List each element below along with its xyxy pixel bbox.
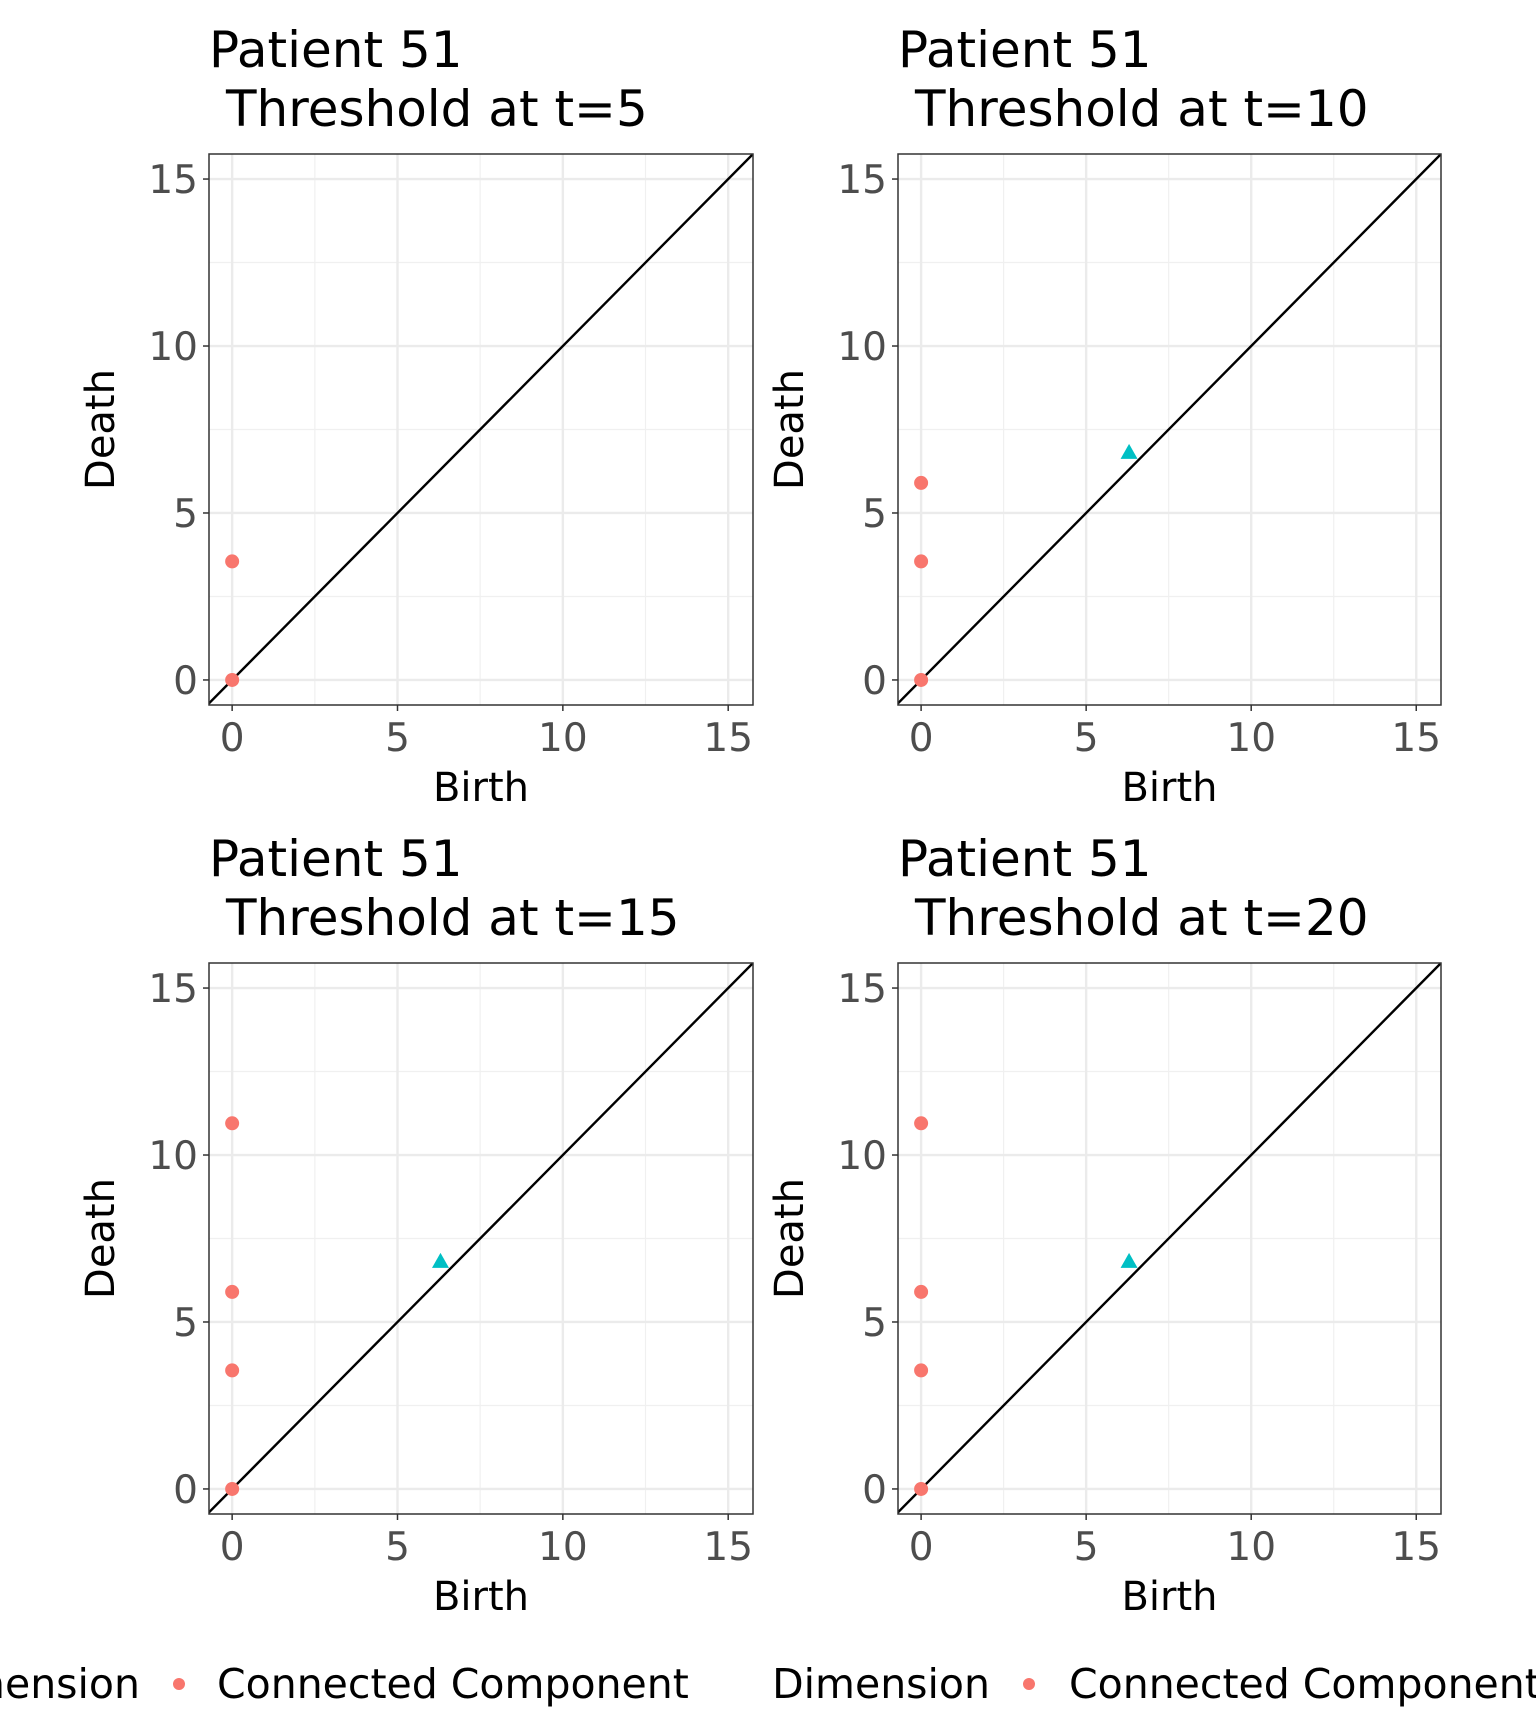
panel-border bbox=[897, 962, 1442, 1515]
x-tick-label: 0 bbox=[909, 716, 934, 761]
y-tick-label: 0 bbox=[862, 1468, 887, 1513]
chart-subtitle: Threshold at t=15 bbox=[225, 889, 680, 947]
y-tick-label: 15 bbox=[148, 967, 198, 1012]
x-tick-label: 10 bbox=[538, 1525, 588, 1570]
y-tick-label: 5 bbox=[862, 1301, 887, 1346]
point bbox=[1120, 443, 1138, 459]
point bbox=[1120, 1252, 1138, 1268]
x-axis-label: Birth bbox=[433, 765, 529, 811]
x-tick-label: 15 bbox=[1391, 716, 1441, 761]
y-tick-label: 0 bbox=[862, 659, 887, 704]
y-tick-label: 10 bbox=[148, 325, 198, 370]
legend-swatch bbox=[1023, 1678, 1035, 1690]
y-tick-label: 15 bbox=[148, 158, 198, 203]
y-tick-label: 10 bbox=[837, 1134, 887, 1179]
y-axis-label: Death bbox=[78, 1178, 124, 1299]
point bbox=[914, 1363, 929, 1378]
y-tick-label: 0 bbox=[173, 659, 198, 704]
y-tick-label: 5 bbox=[862, 492, 887, 537]
y-axis-label: Death bbox=[767, 369, 813, 490]
chart-title: Patient 51 bbox=[209, 830, 463, 888]
x-tick-label: 0 bbox=[220, 1525, 245, 1570]
x-tick-label: 10 bbox=[538, 716, 588, 761]
point bbox=[914, 1284, 929, 1299]
panel-border bbox=[897, 153, 1442, 706]
y-tick-label: 5 bbox=[173, 492, 198, 537]
x-tick-label: 5 bbox=[1074, 716, 1099, 761]
diagonal bbox=[209, 154, 753, 705]
chart-title: Patient 51 bbox=[209, 21, 463, 79]
y-tick-label: 10 bbox=[148, 1134, 198, 1179]
point bbox=[225, 1284, 240, 1299]
panel-border bbox=[208, 962, 754, 1515]
point bbox=[914, 554, 929, 569]
point bbox=[225, 1481, 240, 1496]
legend-label: Connected Component bbox=[1069, 1660, 1536, 1708]
y-axis-label: Death bbox=[767, 1178, 813, 1299]
y-tick-label: 10 bbox=[837, 325, 887, 370]
point bbox=[914, 672, 929, 687]
x-tick-label: 0 bbox=[909, 1525, 934, 1570]
x-tick-label: 5 bbox=[385, 1525, 410, 1570]
x-tick-label: 15 bbox=[703, 716, 753, 761]
legend-title: Dimension bbox=[0, 1660, 140, 1708]
point bbox=[225, 1363, 240, 1378]
x-tick-label: 15 bbox=[703, 1525, 753, 1570]
legend-title: Dimension bbox=[772, 1660, 990, 1708]
y-tick-label: 5 bbox=[173, 1301, 198, 1346]
chart-subtitle: Threshold at t=20 bbox=[914, 889, 1369, 947]
point bbox=[914, 1116, 929, 1131]
x-tick-label: 10 bbox=[1226, 1525, 1276, 1570]
y-tick-label: 15 bbox=[837, 967, 887, 1012]
x-tick-label: 5 bbox=[385, 716, 410, 761]
x-axis-label: Birth bbox=[433, 1574, 529, 1620]
legend-label: Connected Component bbox=[217, 1660, 689, 1708]
legend-swatch bbox=[173, 1678, 185, 1690]
y-axis-label: Death bbox=[78, 369, 124, 490]
x-axis-label: Birth bbox=[1121, 765, 1217, 811]
point bbox=[225, 672, 240, 687]
chart-title: Patient 51 bbox=[898, 21, 1152, 79]
diagonal bbox=[898, 154, 1441, 705]
point bbox=[914, 1481, 929, 1496]
y-tick-label: 15 bbox=[837, 158, 887, 203]
point bbox=[431, 1252, 449, 1268]
panel-border bbox=[208, 153, 754, 706]
chart-title: Patient 51 bbox=[898, 830, 1152, 888]
chart-subtitle: Threshold at t=10 bbox=[914, 80, 1369, 138]
diagonal bbox=[898, 963, 1441, 1514]
point bbox=[914, 475, 929, 490]
point bbox=[225, 1116, 240, 1131]
x-tick-label: 10 bbox=[1226, 716, 1276, 761]
chart-subtitle: Threshold at t=5 bbox=[225, 80, 648, 138]
point bbox=[225, 554, 240, 569]
x-tick-label: 5 bbox=[1074, 1525, 1099, 1570]
x-tick-label: 15 bbox=[1391, 1525, 1441, 1570]
diagonal bbox=[209, 963, 753, 1514]
x-tick-label: 0 bbox=[220, 716, 245, 761]
x-axis-label: Birth bbox=[1121, 1574, 1217, 1620]
y-tick-label: 0 bbox=[173, 1468, 198, 1513]
